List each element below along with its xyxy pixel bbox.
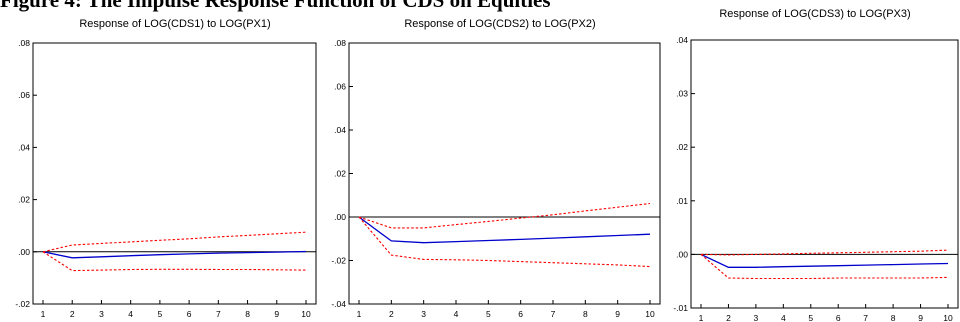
response-line [700,253,949,268]
y-tick-label: .04 [334,125,346,135]
x-tick-label: 2 [726,313,731,322]
x-tick-label: 3 [421,309,426,319]
y-tick-label: .02 [18,195,30,205]
y-tick-label: .00 [334,212,346,222]
y-tick-label: -.04 [331,299,346,309]
response-line [358,216,651,244]
x-tick-label: 10 [645,309,655,319]
x-tick-label: 3 [754,313,759,322]
y-tick-label: .06 [18,90,30,100]
y-tick-label: .02 [334,169,346,179]
plot-frame [32,42,317,305]
y-tick-label: .02 [676,142,688,152]
y-tick-label: .06 [334,82,346,92]
figure-heading: Figure 4: The Impulse Response Function … [0,0,551,12]
x-tick-label: 1 [357,309,362,319]
x-tick-label: 9 [274,309,279,319]
x-tick-label: 6 [187,309,192,319]
confidence-band-line [358,202,651,229]
x-tick-label: 3 [99,309,104,319]
chart-panel-1: -.02 .00 .02 .04 .06 .08 1 2 3 4 5 6 7 8 9 10 [15,38,317,319]
panel-title-3: Response of LOG(CDS3) to LOG(PX3) [719,8,911,20]
y-tick-label: .08 [18,38,30,48]
x-tick-label: 9 [918,313,923,322]
chart-panel-3: -.01 .00 .01 .02 .03 .04 1 2 3 4 5 6 7 8 9 10 [673,35,959,322]
y-tick-label: -.02 [15,299,30,309]
x-tick-label: 4 [128,309,133,319]
y-tick-label: .04 [18,142,30,152]
confidence-band-line [42,231,307,253]
panel-title-2: Response of LOG(CDS2) to LOG(PX2) [404,18,596,30]
x-tick-label: 9 [615,309,620,319]
x-tick-label: 10 [943,313,953,322]
y-tick-label: .04 [676,35,688,45]
y-tick-label: .03 [676,89,688,99]
y-tick-label: -.02 [331,256,346,266]
confidence-band-line [42,251,307,272]
y-tick-label: .01 [676,196,688,206]
confidence-band-line [358,216,651,268]
x-tick-label: 8 [245,309,250,319]
x-tick-label: 7 [863,313,868,322]
x-tick-label: 1 [41,309,46,319]
x-tick-label: 5 [158,309,163,319]
y-tick-label: .08 [334,38,346,48]
chart-panel-2: -.04 -.02 .00 .02 .04 .06 .08 1 2 3 4 5 6 7 8 9 10 [331,38,661,319]
y-tick-label: .00 [676,249,688,259]
x-tick-label: 5 [808,313,813,322]
panel-title-1: Response of LOG(CDS1) to LOG(PX1) [79,18,271,30]
x-tick-label: 7 [551,309,556,319]
confidence-band-line [700,253,949,280]
y-tick-label: .00 [18,247,30,257]
x-tick-label: 10 [301,309,311,319]
x-tick-label: 8 [891,313,896,322]
x-tick-label: 7 [216,309,221,319]
x-tick-label: 6 [518,309,523,319]
x-tick-label: 8 [583,309,588,319]
x-tick-label: 1 [699,313,704,322]
x-tick-label: 2 [389,309,394,319]
x-tick-label: 6 [836,313,841,322]
y-tick-label: -.01 [673,303,688,313]
response-line [42,250,307,259]
plot-frame [690,39,959,309]
confidence-band-line [700,249,949,256]
x-tick-label: 4 [454,309,459,319]
x-tick-label: 4 [781,313,786,322]
x-tick-label: 2 [70,309,75,319]
x-tick-label: 5 [486,309,491,319]
